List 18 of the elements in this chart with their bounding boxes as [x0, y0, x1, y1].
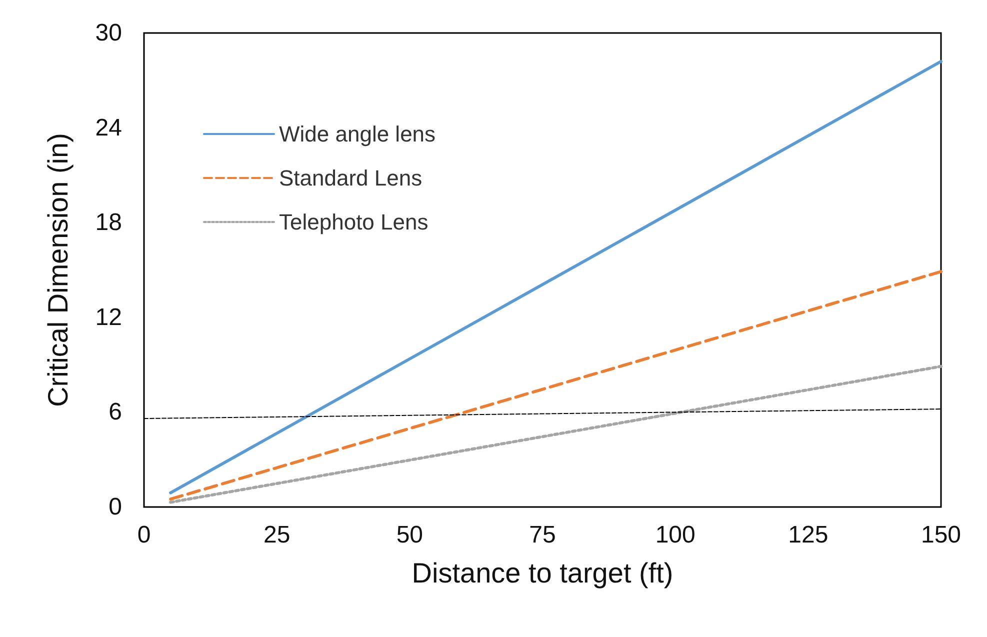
- x-axis-title: Distance to target (ft): [412, 558, 674, 588]
- y-tick-label: 24: [95, 114, 122, 142]
- x-tick-label: 125: [788, 522, 828, 548]
- legend-label: Standard Lens: [279, 166, 422, 190]
- x-tick-label: 50: [396, 522, 424, 548]
- x-tick-label: 75: [529, 522, 556, 548]
- x-tick-label: 0: [137, 522, 151, 548]
- x-tick-label: 150: [920, 522, 962, 548]
- y-tick-label: 12: [95, 304, 122, 331]
- legend-label: Wide angle lens: [279, 122, 436, 146]
- x-tick-label: 100: [655, 522, 696, 548]
- legend-label: Telephoto Lens: [279, 210, 428, 234]
- x-tick-label: 25: [263, 522, 290, 548]
- y-tick-label: 6: [108, 398, 122, 426]
- y-tick-label: 30: [95, 20, 122, 46]
- y-axis-title: Critical Dimension (in): [42, 133, 74, 407]
- y-tick-label: 18: [95, 209, 122, 236]
- y-tick-label: 0: [108, 494, 122, 520]
